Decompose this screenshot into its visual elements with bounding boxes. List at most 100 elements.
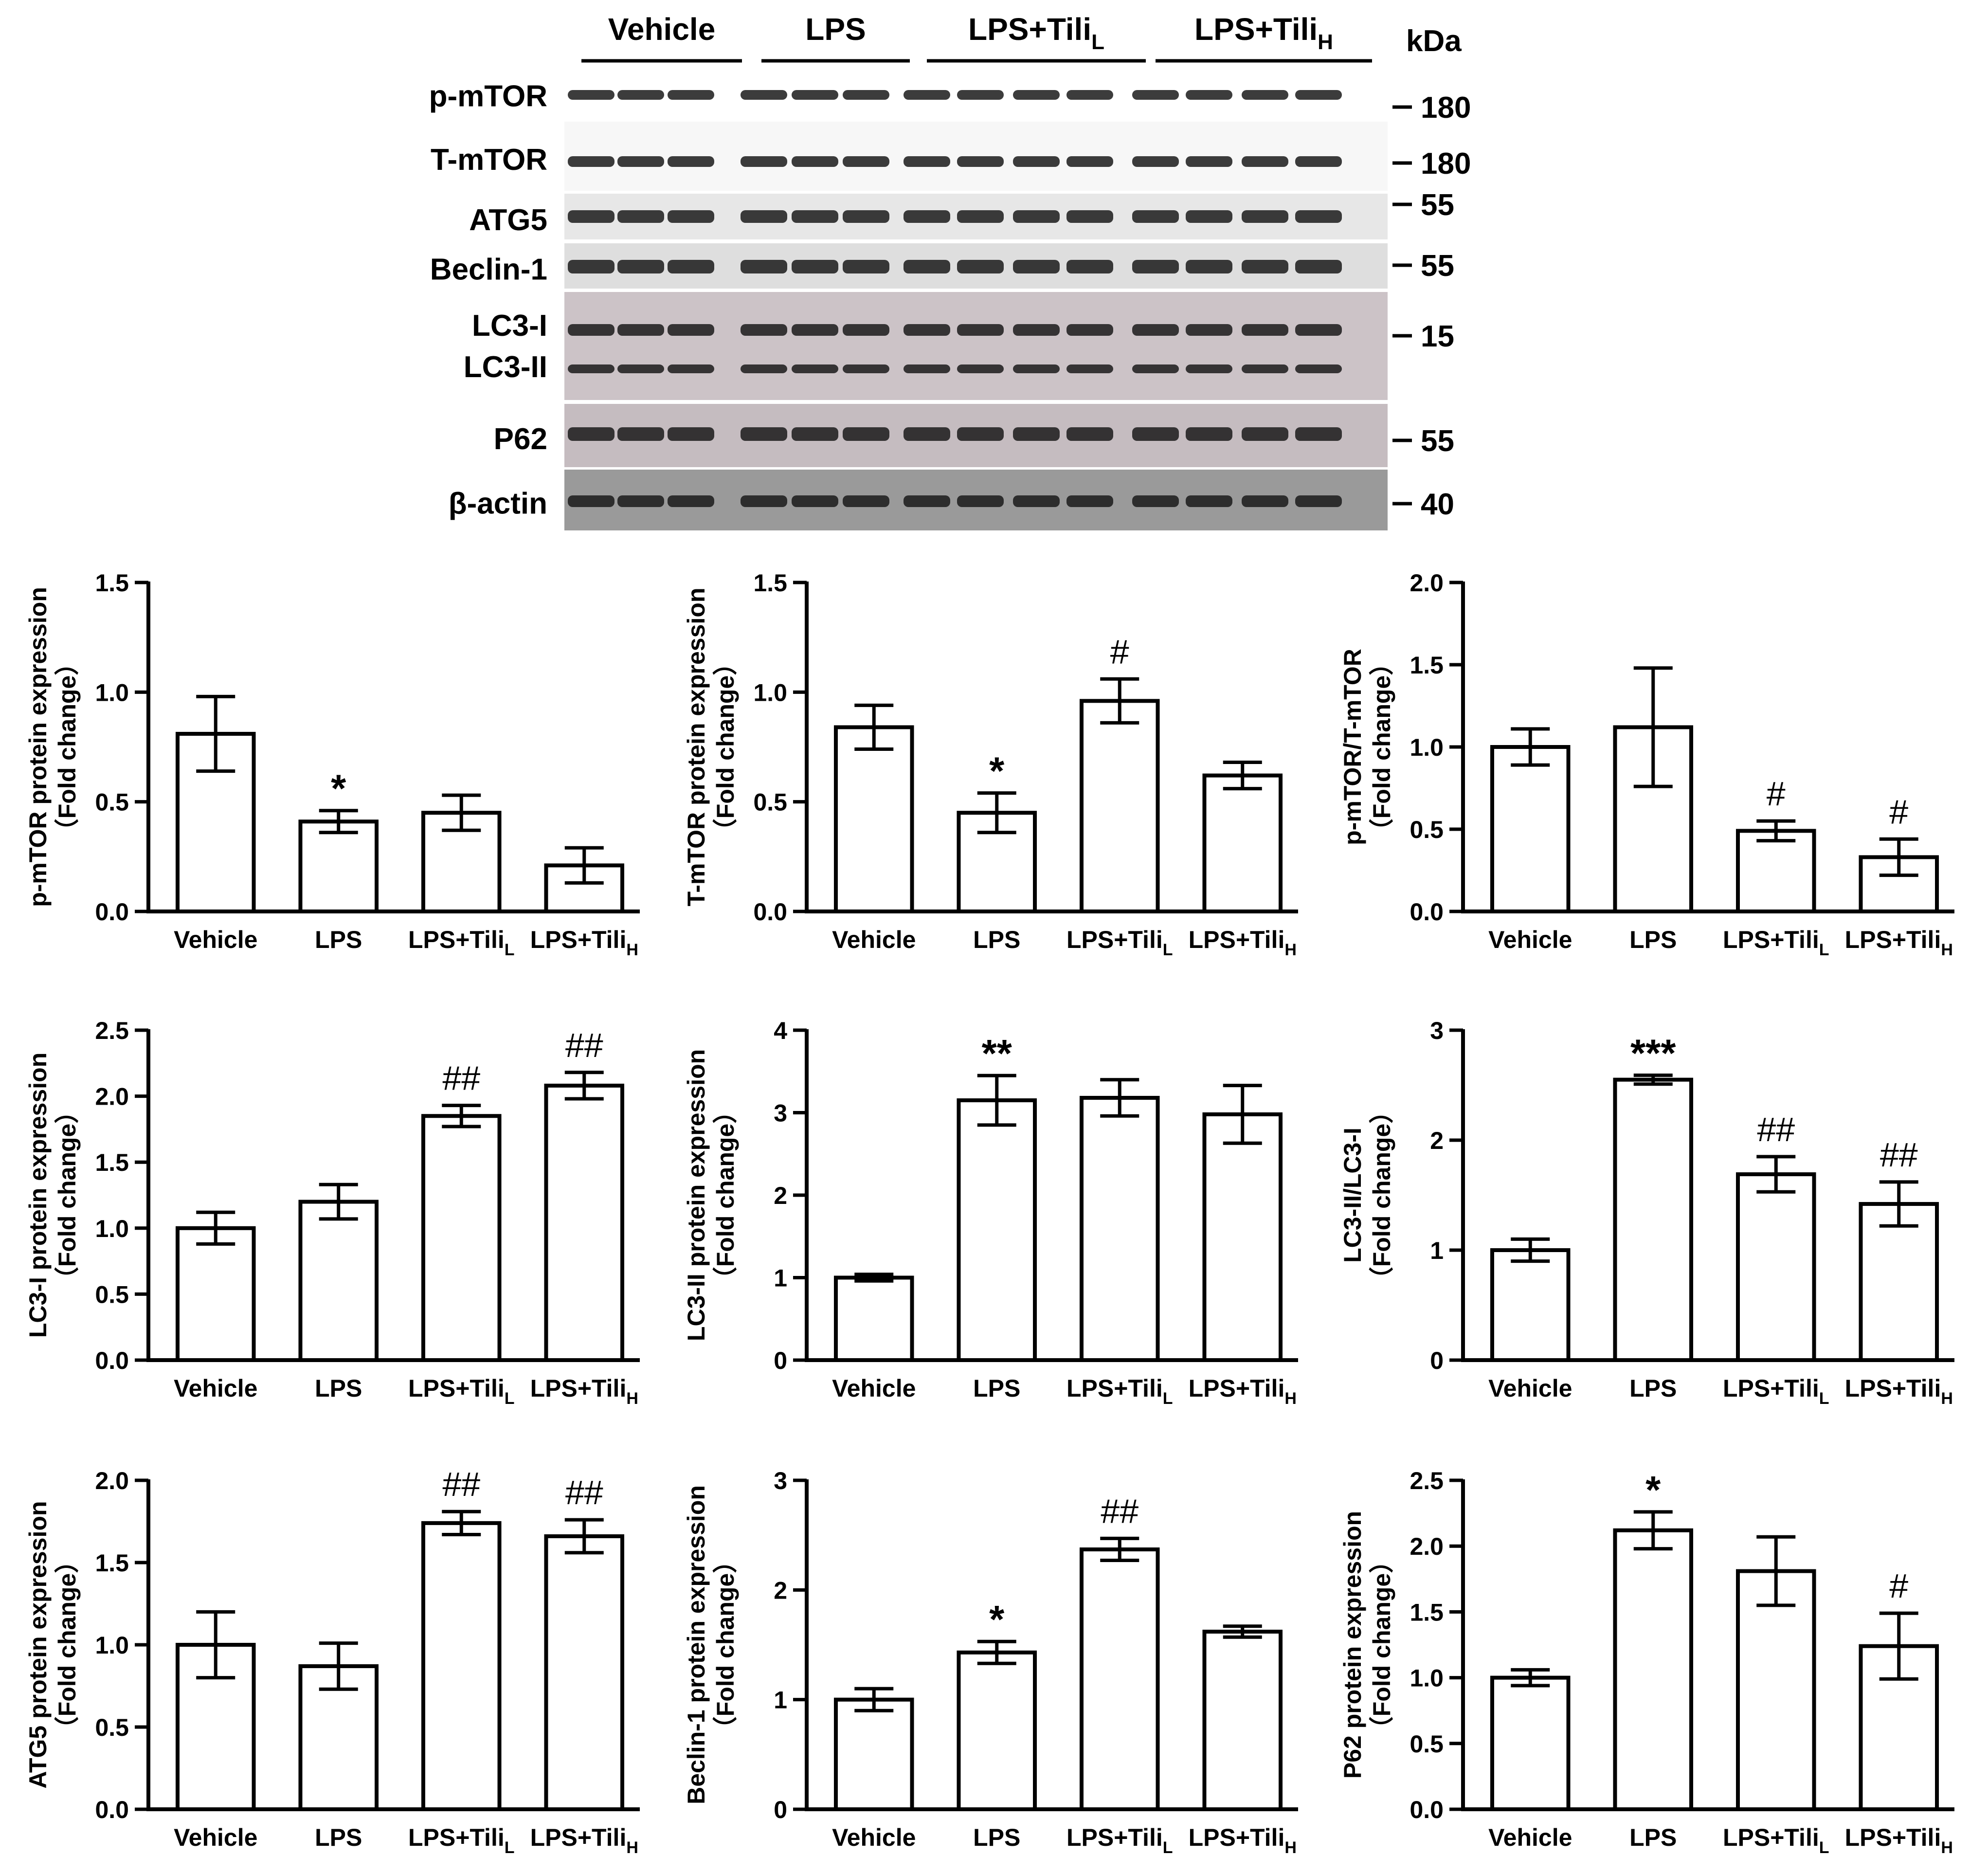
blot-panel — [564, 292, 1388, 400]
blot-band — [1013, 364, 1060, 373]
x-tick-label: LPS+TiliH — [1189, 1375, 1297, 1408]
blot-band — [1242, 156, 1288, 167]
blot-band — [741, 210, 787, 223]
blot-band — [568, 324, 614, 336]
blot-band — [1242, 210, 1288, 223]
y-tick-label: 0.0 — [1410, 898, 1444, 926]
blot-band — [904, 156, 950, 167]
blot-band — [843, 90, 889, 100]
blot-band — [792, 364, 838, 373]
x-tick-label: LPS — [973, 926, 1020, 953]
blot-group-label: LPS — [805, 12, 866, 47]
significance-marker: ## — [1757, 1110, 1795, 1148]
blot-band — [741, 90, 787, 100]
y-tick-label: 2.0 — [95, 1083, 129, 1110]
blot-band — [668, 156, 714, 167]
x-tick-label: Vehicle — [1488, 1824, 1572, 1851]
x-tick-label: LPS+TiliL — [1066, 1375, 1173, 1408]
kda-marker: 180 — [1421, 147, 1471, 181]
blot-band — [1132, 156, 1179, 167]
x-tick-label: LPS — [1629, 1375, 1677, 1402]
bar-chart: 0.0 0.5 1.0 1.5 T-mTOR protein expression （Fo… — [683, 569, 1298, 959]
blot-group-label: LPS+TiliL — [968, 12, 1104, 54]
bar — [544, 1534, 625, 1811]
y-tick-label: 1.0 — [1410, 734, 1444, 761]
y-tick-label: 0.5 — [95, 1281, 129, 1308]
blot-band — [568, 495, 614, 507]
y-tick-label: 1.5 — [1410, 1599, 1444, 1626]
blot-band — [957, 364, 1004, 373]
blot-band — [843, 260, 889, 273]
x-tick-label: LPS+TiliH — [1845, 926, 1953, 959]
blot-band — [1186, 260, 1232, 273]
bar — [833, 725, 914, 913]
x-tick-label: LPS — [315, 1375, 362, 1402]
blot-band — [1066, 90, 1113, 100]
blot-row-label: LC3-I — [472, 309, 547, 343]
x-tick-label: LPS — [315, 926, 362, 953]
blot-group-label: Vehicle — [608, 12, 716, 47]
y-axis-label: p-mTOR protein expression — [24, 587, 52, 907]
bar — [544, 1083, 625, 1363]
blot-band — [904, 260, 950, 273]
bar — [1735, 1569, 1816, 1811]
y-tick-label: 0.5 — [1410, 816, 1444, 843]
significance-marker: # — [1767, 775, 1786, 813]
blot-band — [1186, 364, 1232, 373]
bar — [175, 1226, 256, 1363]
kda-marker: 55 — [1421, 188, 1454, 222]
blot-band — [568, 210, 614, 223]
x-tick-label: Vehicle — [1488, 1375, 1572, 1402]
y-tick-label: 1.5 — [95, 1549, 129, 1577]
blot-band — [1295, 210, 1342, 223]
blot-band — [1295, 324, 1342, 336]
bar — [1490, 745, 1571, 913]
significance-marker: ** — [982, 1032, 1012, 1075]
blot-band — [904, 364, 950, 373]
y-tick-label: 1.5 — [753, 569, 787, 597]
blot-band — [568, 364, 614, 373]
blot-band — [568, 156, 614, 167]
blot-band — [1186, 156, 1232, 167]
bar — [957, 1098, 1037, 1362]
blot-row-label: p-mTOR — [429, 80, 547, 113]
bar — [1859, 1202, 1939, 1363]
blot-band — [741, 427, 787, 441]
y-tick-label: 1.0 — [1410, 1665, 1444, 1692]
significance-marker: ## — [442, 1059, 480, 1097]
blot-band — [1295, 90, 1342, 100]
y-axis-label: LC3-I protein expression — [24, 1053, 52, 1338]
bar — [833, 1697, 914, 1812]
x-tick-label: Vehicle — [832, 1824, 916, 1851]
blot-band — [617, 364, 664, 373]
blot-band — [1066, 495, 1113, 507]
blot-band — [1242, 90, 1288, 100]
blot-band — [843, 210, 889, 223]
blot-band — [617, 210, 664, 223]
bar — [1613, 1528, 1694, 1811]
y-tick-label: 0.5 — [95, 789, 129, 816]
significance-marker: *** — [1630, 1032, 1676, 1075]
kda-marker: 55 — [1421, 249, 1454, 283]
bar — [1079, 699, 1160, 913]
blot-band — [668, 210, 714, 223]
blot-band — [1013, 324, 1060, 336]
x-tick-label: Vehicle — [174, 926, 257, 953]
blot-band — [1242, 364, 1288, 373]
y-axis-label-unit: （Fold change） — [1368, 651, 1395, 843]
blot-row-label: T-mTOR — [431, 143, 547, 177]
significance-marker: # — [1110, 633, 1129, 671]
blot-band — [904, 90, 950, 100]
significance-marker: * — [989, 1598, 1005, 1641]
y-tick-label: 2.0 — [1410, 1533, 1444, 1560]
blot-band — [1186, 427, 1232, 441]
blot-band — [741, 364, 787, 373]
blot-band — [792, 324, 838, 336]
blot-band — [792, 427, 838, 441]
blot-band — [1132, 364, 1179, 373]
y-tick-label: 2 — [774, 1577, 787, 1604]
blot-band — [1295, 495, 1342, 507]
y-tick-label: 2 — [1430, 1127, 1444, 1154]
x-tick-label: LPS+TiliL — [1723, 1375, 1829, 1408]
y-axis-label-unit: （Fold change） — [1368, 1099, 1395, 1291]
